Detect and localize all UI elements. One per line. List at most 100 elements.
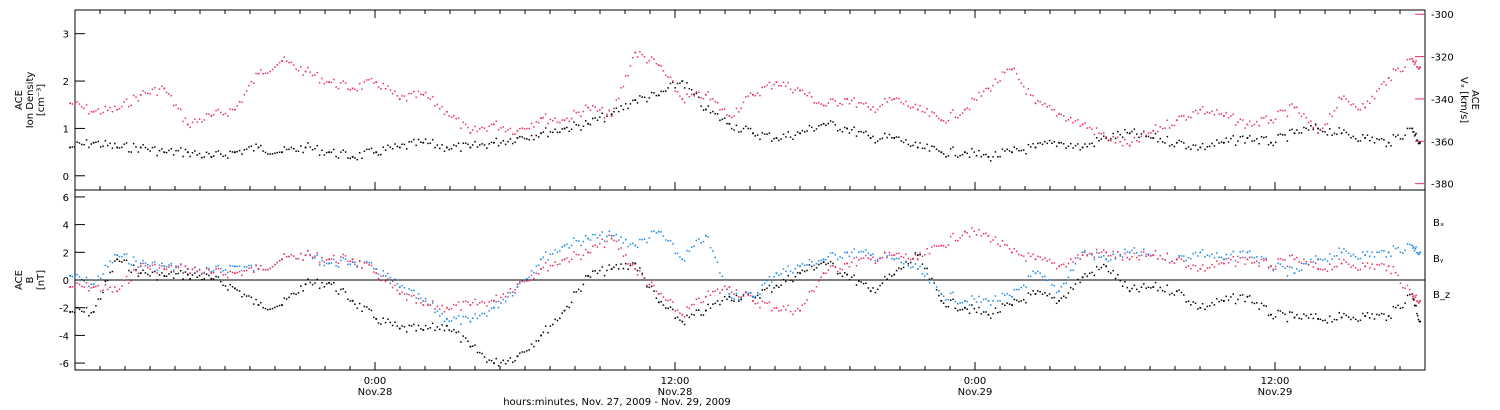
by-point (813, 264, 815, 267)
bz-point (1112, 250, 1114, 253)
vx-point (752, 93, 754, 96)
vx-point (679, 95, 681, 97)
bx-point (337, 293, 340, 295)
density-point (615, 107, 618, 110)
bx-point (1145, 287, 1147, 289)
bz-point (1366, 262, 1369, 264)
density-point (368, 148, 370, 151)
by-point (156, 269, 158, 271)
vx-point (441, 105, 443, 108)
density-point (304, 146, 307, 149)
bx-point (770, 291, 773, 293)
by-point (438, 315, 441, 317)
by-point (391, 280, 394, 283)
bz-point (90, 287, 92, 289)
vx-point (1336, 107, 1338, 109)
bz-point (862, 257, 865, 259)
vx-point (584, 104, 587, 107)
by-point (1006, 292, 1008, 295)
bx-point (1008, 303, 1011, 305)
bx-point (1230, 296, 1232, 298)
vx-point (577, 111, 580, 113)
by-point (462, 315, 465, 318)
by-point (479, 314, 481, 317)
bz-point (375, 272, 378, 275)
by-point (1114, 258, 1117, 260)
by-point (608, 230, 611, 233)
bx-point (1201, 303, 1204, 305)
bx-point (330, 283, 333, 286)
bx-point (869, 290, 872, 293)
bx-point (1406, 294, 1409, 297)
bx-point (570, 301, 573, 304)
density-point (690, 88, 693, 91)
bx-point (1126, 286, 1129, 289)
bz-point (803, 302, 806, 305)
by-point (325, 262, 328, 265)
by-point (1239, 251, 1242, 253)
bz-point (318, 261, 321, 264)
density-point (97, 140, 100, 143)
vx-point (1413, 63, 1416, 66)
vx-point (469, 132, 472, 134)
bz-point (521, 280, 523, 282)
vx-point (792, 91, 794, 94)
by-point (862, 250, 865, 253)
density-point (629, 103, 632, 105)
by-point (486, 315, 488, 317)
vx-point (154, 86, 156, 89)
bz-point (1380, 262, 1383, 265)
bz-point (719, 292, 721, 294)
bx-point (189, 278, 191, 280)
density-point (891, 137, 893, 139)
vx-point (982, 90, 985, 93)
bx-point (900, 268, 902, 270)
vx-point (1314, 124, 1317, 127)
bz-point (655, 290, 658, 293)
density-point (436, 144, 439, 146)
vx-point (304, 70, 307, 73)
axis-ticks: 0123-380-360-340-320-300-6-4-202460:00No… (59, 10, 1454, 398)
density-point (1131, 130, 1133, 133)
vx-point (217, 108, 220, 111)
bz-point (163, 268, 166, 270)
by-point (1274, 268, 1277, 270)
bz-point (295, 257, 297, 260)
bz-point (229, 270, 231, 273)
vx-point (1359, 108, 1362, 111)
bz-point (808, 291, 811, 293)
by-point (234, 265, 236, 268)
density-point (862, 131, 865, 134)
vx-point (987, 87, 990, 90)
vx-point (1418, 68, 1421, 70)
vx-point (554, 117, 556, 119)
density-point (116, 146, 119, 149)
density-point (351, 156, 354, 158)
density-point (519, 135, 521, 138)
bx-point (297, 292, 300, 294)
top-left-axis-title: ACE Ion Density [cm⁻³] (14, 72, 47, 129)
bz-point (132, 269, 135, 271)
density-point (1013, 146, 1016, 148)
density-point (952, 146, 954, 148)
vx-point (1027, 88, 1030, 90)
by-point (1237, 255, 1239, 258)
bz-point (636, 274, 639, 276)
by-point (1124, 248, 1126, 251)
vx-point (330, 81, 333, 84)
density-point (1161, 141, 1164, 143)
by-point (335, 265, 337, 267)
by-point (716, 261, 719, 263)
bz-point (686, 306, 688, 308)
bz-point (1385, 269, 1388, 272)
bx-point (542, 331, 545, 334)
density-point (1354, 138, 1357, 140)
bx-point (836, 273, 839, 275)
density-point (1159, 137, 1162, 140)
vx-point (1126, 142, 1129, 145)
bx-point (665, 307, 667, 309)
density-point (881, 137, 884, 140)
vx-point (978, 91, 980, 94)
density-point (697, 96, 700, 99)
bz-point (723, 285, 726, 287)
